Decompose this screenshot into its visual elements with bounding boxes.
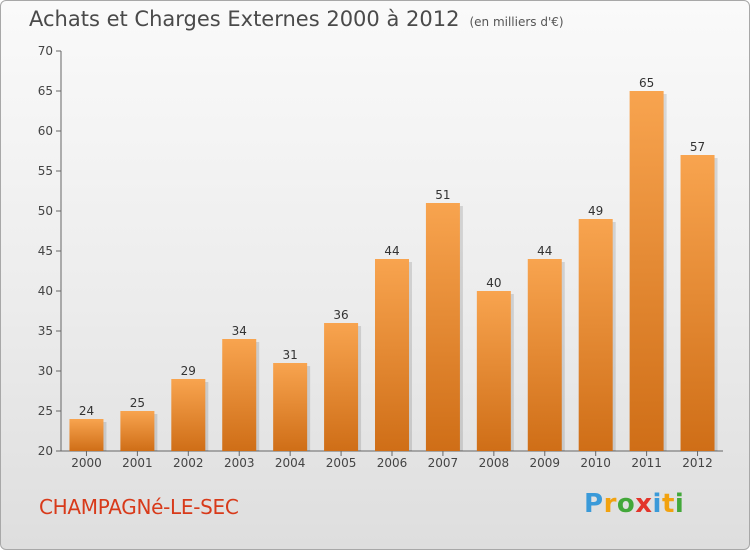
x-tick-label: 2009 xyxy=(529,456,560,470)
x-tick-label: 2004 xyxy=(275,456,306,470)
logo-letter: x xyxy=(635,489,653,519)
x-tick-label: 2008 xyxy=(479,456,510,470)
bar-value-label: 44 xyxy=(537,244,552,258)
x-tick-label: 2006 xyxy=(377,456,408,470)
y-tick-label: 30 xyxy=(38,364,53,378)
y-tick-label: 40 xyxy=(38,284,53,298)
y-tick-label: 70 xyxy=(38,44,53,58)
logo-letter: i xyxy=(652,489,662,519)
x-tick-label: 2012 xyxy=(682,456,713,470)
y-tick-label: 55 xyxy=(38,164,53,178)
bar xyxy=(69,419,104,451)
bar-value-label: 34 xyxy=(232,324,247,338)
bar-value-label: 40 xyxy=(486,276,501,290)
bar-value-label: 24 xyxy=(79,404,94,418)
commune-name: CHAMPAGNé-LE-SEC xyxy=(39,495,239,519)
logo-letter: P xyxy=(584,489,604,519)
bar-value-label: 36 xyxy=(333,308,348,322)
bar xyxy=(375,259,409,451)
bar xyxy=(324,323,359,451)
logo-letter: o xyxy=(616,489,636,519)
bar xyxy=(680,155,715,451)
x-tick-label: 2010 xyxy=(580,456,611,470)
bar-value-label: 51 xyxy=(435,188,450,202)
bar xyxy=(527,259,562,451)
bar-value-label: 31 xyxy=(283,348,298,362)
y-tick-label: 50 xyxy=(38,204,53,218)
proxiti-logo: Proxiti xyxy=(584,489,684,519)
chart-title-text: Achats et Charges Externes 2000 à 2012 xyxy=(29,7,460,31)
bar xyxy=(425,203,460,451)
y-tick-label: 45 xyxy=(38,244,53,258)
bar-value-label: 57 xyxy=(690,140,705,154)
bar-value-label: 25 xyxy=(130,396,145,410)
logo-letter: r xyxy=(603,489,617,519)
bar-value-label: 44 xyxy=(384,244,399,258)
bar-value-label: 29 xyxy=(181,364,196,378)
x-tick-label: 2005 xyxy=(326,456,357,470)
chart-subtitle: (en milliers d'€) xyxy=(469,15,564,29)
y-tick-label: 65 xyxy=(38,84,53,98)
logo-letter: t xyxy=(661,489,675,519)
x-tick-label: 2001 xyxy=(122,456,153,470)
bar xyxy=(120,411,155,451)
x-tick-label: 2007 xyxy=(428,456,459,470)
logo-letter: i xyxy=(674,489,685,519)
bar-value-label: 65 xyxy=(639,76,654,90)
x-tick-label: 2011 xyxy=(631,456,662,470)
bar xyxy=(171,379,206,451)
y-tick-label: 35 xyxy=(38,324,53,338)
bar-value-label: 49 xyxy=(588,204,603,218)
y-tick-label: 60 xyxy=(38,124,53,138)
y-tick-label: 20 xyxy=(38,444,53,458)
x-tick-label: 2002 xyxy=(173,456,204,470)
bar xyxy=(273,363,308,451)
y-tick-label: 25 xyxy=(38,404,53,418)
chart-title: Achats et Charges Externes 2000 à 2012 (e… xyxy=(29,7,564,31)
x-tick-label: 2000 xyxy=(71,456,102,470)
bar xyxy=(222,339,257,451)
bar xyxy=(578,219,613,451)
bar xyxy=(629,91,664,451)
bar xyxy=(476,291,511,451)
x-tick-label: 2003 xyxy=(224,456,255,470)
